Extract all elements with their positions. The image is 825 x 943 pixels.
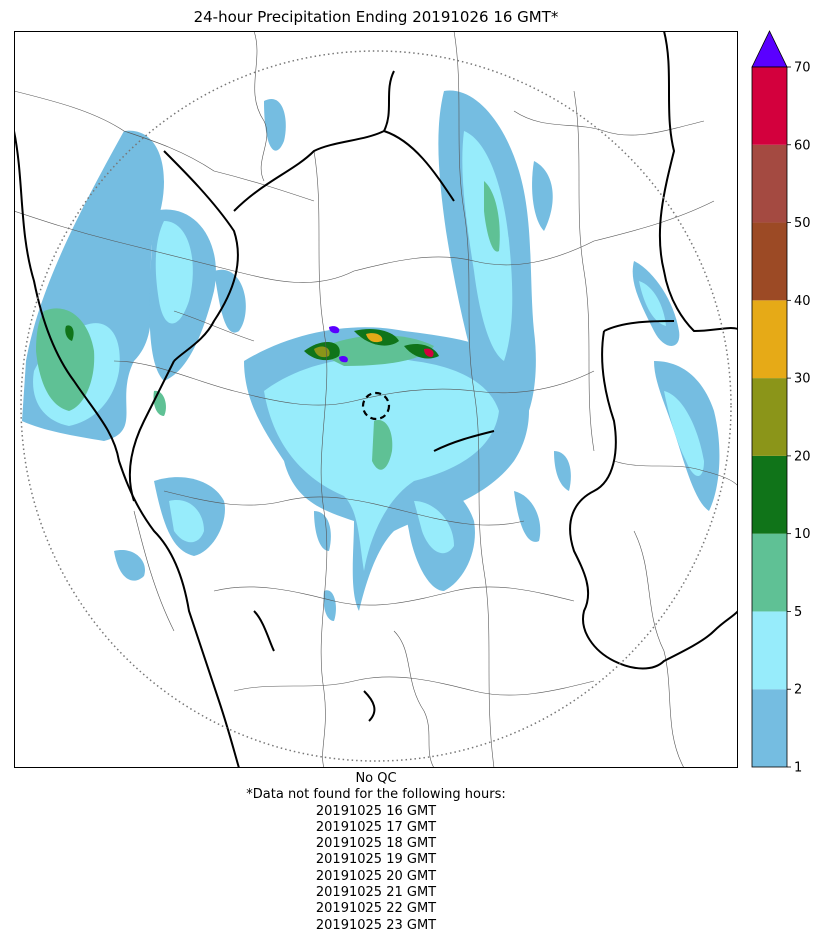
radar-site-marker bbox=[361, 391, 391, 421]
colorbar-outline bbox=[751, 66, 788, 768]
colorbar-tick-label: 2 bbox=[794, 683, 802, 698]
colorbar-tick-label: 70 bbox=[794, 61, 811, 76]
colorbar-segment bbox=[752, 689, 787, 767]
colorbar-segment bbox=[752, 67, 787, 145]
colorbar-tick-label: 60 bbox=[794, 138, 811, 153]
missing-hour: 20191025 22 GMT bbox=[315, 901, 437, 917]
colorbar: 1 2 5 10 20 30 40 50 60 70 bbox=[751, 30, 811, 776]
national-borders bbox=[14, 31, 738, 768]
colorbar-segment bbox=[752, 611, 787, 690]
colorbar-extend-triangle bbox=[751, 30, 788, 68]
precip-field-intense bbox=[65, 325, 439, 363]
colorbar-tick-label: 20 bbox=[794, 449, 811, 464]
precip-field-heavy bbox=[36, 181, 500, 470]
colorbar-segment bbox=[752, 378, 787, 456]
missing-hour: 20191025 20 GMT bbox=[315, 868, 437, 884]
radar-range-ring bbox=[20, 50, 732, 762]
qc-label: No QC bbox=[355, 771, 397, 786]
colorbar-tick-label: 50 bbox=[794, 216, 811, 231]
missing-hour: 20191025 21 GMT bbox=[315, 885, 437, 901]
colorbar-segment bbox=[752, 455, 787, 534]
missing-hour: 20191025 16 GMT bbox=[315, 803, 437, 819]
missing-hour: 20191025 19 GMT bbox=[315, 852, 437, 868]
colorbar-tick-label: 1 bbox=[794, 761, 802, 776]
missing-note: *Data not found for the following hours: bbox=[246, 787, 506, 803]
missing-hour: 20191025 17 GMT bbox=[315, 819, 437, 835]
precipitation-map bbox=[14, 31, 738, 768]
colorbar-tick-label: 10 bbox=[794, 527, 811, 542]
missing-hour: 20191025 18 GMT bbox=[315, 836, 437, 852]
colorbar-segment bbox=[752, 144, 787, 223]
footer-notes: No QC *Data not found for the following … bbox=[0, 771, 752, 934]
map-title: 24-hour Precipitation Ending 20191026 16… bbox=[193, 8, 559, 26]
missing-hour: 20191025 23 GMT bbox=[315, 917, 437, 933]
colorbar-segment bbox=[752, 300, 787, 379]
colorbar-tick-label: 5 bbox=[794, 605, 802, 620]
colorbar-segment bbox=[752, 222, 787, 301]
colorbar-segment bbox=[752, 533, 787, 612]
colorbar-tick-label: 40 bbox=[794, 294, 811, 309]
internal-boundaries bbox=[14, 31, 738, 768]
colorbar-tick-label: 30 bbox=[794, 372, 811, 387]
